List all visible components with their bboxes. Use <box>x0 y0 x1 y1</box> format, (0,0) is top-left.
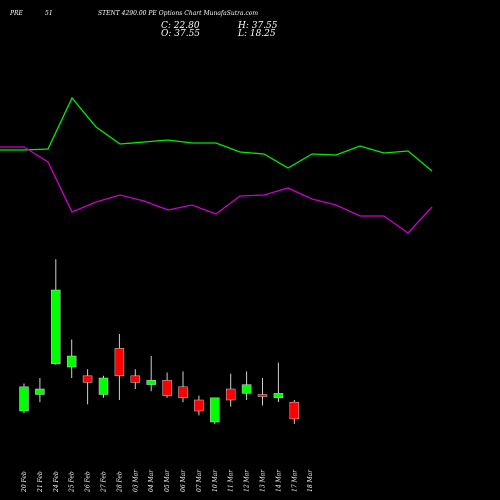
x-tick-label: 25 Feb <box>69 471 76 493</box>
chart-title: STENT 4290.00 PE Options Chart MunafaSut… <box>98 10 259 17</box>
x-tick-label: 06 Mar <box>180 469 187 492</box>
number-label: 51 <box>45 10 53 17</box>
x-tick-label: 18 Mar <box>307 469 314 492</box>
candle-body <box>162 379 172 396</box>
series-line-magenta <box>0 146 433 234</box>
x-tick-label: 21 Feb <box>37 471 44 493</box>
candle-body <box>257 394 268 397</box>
x-tick-label: 11 Mar <box>228 469 235 492</box>
x-tick-label: 10 Mar <box>212 469 219 492</box>
candle-body <box>51 289 61 364</box>
candle-body <box>98 377 109 395</box>
candle-body <box>273 393 284 399</box>
candle-body <box>178 386 188 399</box>
low-value: L: 18.25 <box>238 29 276 39</box>
candle-body <box>225 388 236 401</box>
candle-body <box>82 375 93 383</box>
x-tick-label: 14 Mar <box>275 469 282 492</box>
open-value: O: 37.55 <box>161 29 201 39</box>
candle-body <box>130 375 141 383</box>
x-tick-label: 24 Feb <box>53 471 60 493</box>
symbol-label: PRE <box>10 10 23 17</box>
x-tick-label: 27 Feb <box>101 471 108 493</box>
x-tick-label: 28 Feb <box>116 471 123 493</box>
series-line-green <box>0 96 433 172</box>
x-tick-label: 03 Mar <box>132 469 139 492</box>
x-tick-label: 17 Mar <box>291 469 298 492</box>
candle-body <box>114 348 125 377</box>
candle-body <box>146 379 156 385</box>
candle-body <box>289 401 300 420</box>
x-tick-label: 20 Feb <box>21 471 28 493</box>
x-tick-label: 26 Feb <box>85 471 92 493</box>
x-tick-label: 04 Mar <box>148 469 155 492</box>
candle-body <box>210 397 220 423</box>
candle-body <box>66 355 77 368</box>
x-tick-label: 12 Mar <box>244 469 251 492</box>
candle-body <box>241 384 252 394</box>
high-value: H: 37.55 <box>238 21 278 31</box>
x-tick-label: 07 Mar <box>196 469 203 492</box>
candle-body <box>194 399 204 412</box>
close-value: C: 22.80 <box>161 21 200 31</box>
x-tick-label: 05 Mar <box>164 469 171 492</box>
x-tick-label: 13 Mar <box>260 469 267 492</box>
candle-body <box>19 386 29 412</box>
candle-body <box>35 388 45 395</box>
